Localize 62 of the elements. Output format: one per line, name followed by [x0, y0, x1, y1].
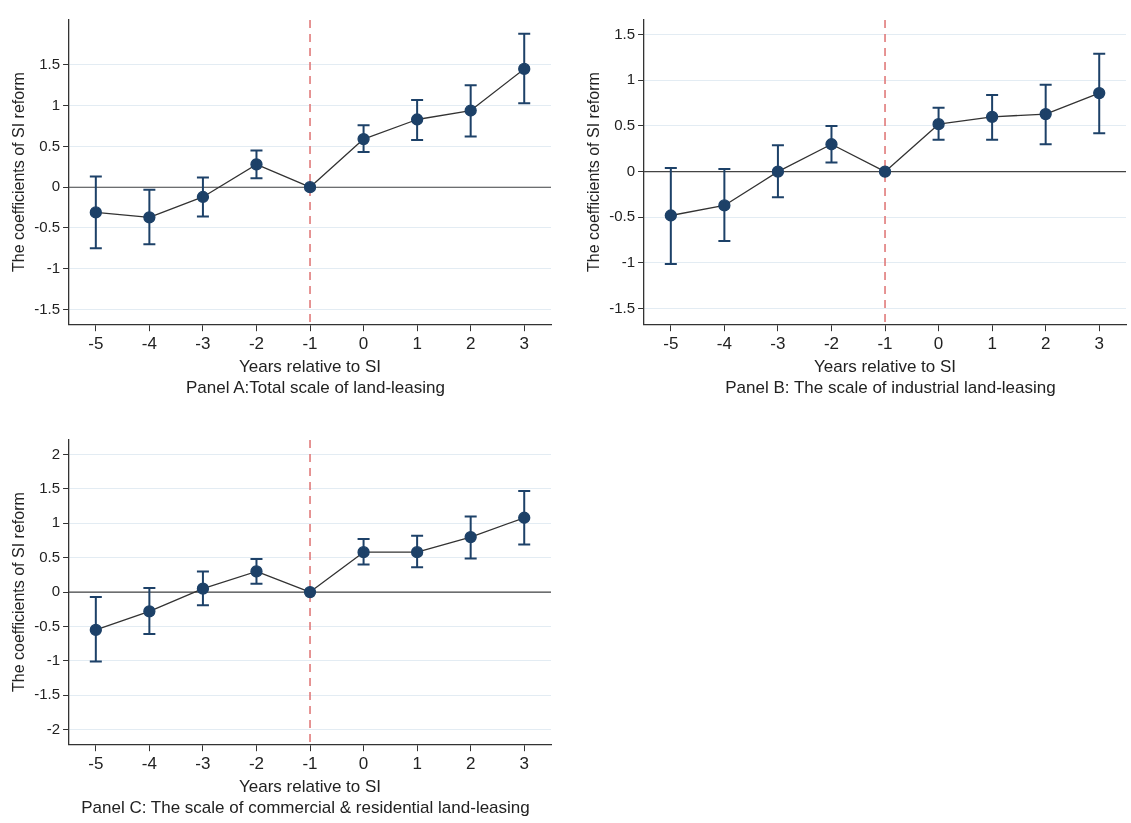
- x-tick-label: 3: [519, 754, 529, 774]
- y-tick-label: -1.5: [34, 299, 61, 317]
- y-tick-label: 1: [51, 513, 61, 531]
- text: Panel C: The scale of commercial & residential land-leasing: [80, 798, 531, 818]
- x-tick-label: -1: [302, 334, 318, 354]
- x-tick-label: 2: [465, 754, 476, 774]
- y-tick-label: 0.5: [614, 116, 636, 134]
- y-tick-label: -2: [46, 719, 61, 737]
- x-tick-label: -2: [248, 754, 265, 774]
- x-tick-label: -5: [88, 754, 104, 774]
- x-tick-label: 2: [1040, 334, 1051, 354]
- x-tick-label: 2: [465, 334, 476, 354]
- y-axis-title: The coefficients of SI reform: [10, 492, 28, 692]
- x-tick-label: 1: [412, 334, 422, 354]
- y-tick-label: 0.5: [39, 547, 61, 565]
- point: [303, 181, 317, 194]
- x-tick-label: 3: [1094, 334, 1104, 354]
- x-axis-title: Years relative to SI: [238, 777, 382, 797]
- x-tick-label: -4: [716, 334, 732, 354]
- y-tick-label: 1: [626, 70, 636, 88]
- y-tick-label: 1: [51, 95, 61, 113]
- y-tick-label: 0.5: [39, 136, 61, 154]
- x-tick-label: 0: [358, 334, 369, 354]
- y-tick-label: 1.5: [614, 24, 636, 42]
- x-tick-label: 0: [933, 334, 944, 354]
- y-tick-label: -0.5: [34, 616, 61, 634]
- y-tick-label: -1: [46, 651, 61, 669]
- y-tick-label: 0: [626, 161, 636, 179]
- y-tick-label: -1: [46, 258, 61, 276]
- y-tick-label: 1.5: [39, 55, 61, 72]
- x-tick-label: -3: [770, 334, 786, 354]
- y-tick-label: -1.5: [34, 685, 61, 703]
- x-tick-label: -4: [141, 334, 157, 354]
- x-tick-label: -2: [823, 334, 840, 354]
- point: [878, 165, 892, 178]
- x-tick-label: -4: [141, 754, 157, 774]
- x-tick-label: 0: [358, 754, 369, 774]
- y-tick-label: -1.5: [609, 298, 636, 316]
- y-tick-label: -0.5: [609, 207, 636, 225]
- y-axis-title: The coefficients of SI reform: [585, 72, 603, 272]
- x-tick-label: -5: [663, 334, 679, 354]
- y-tick-label: -0.5: [34, 218, 61, 236]
- y-tick-label: 1.5: [39, 479, 61, 497]
- y-tick-label: 2: [51, 444, 61, 462]
- y-tick-label: 0: [51, 177, 61, 195]
- x-tick-label: -3: [195, 334, 211, 354]
- text: Panel A:Total scale of land-leasing: [185, 378, 446, 398]
- x-tick-label: -3: [195, 754, 211, 774]
- x-axis-title: Years relative to SI: [238, 357, 382, 377]
- y-tick-label: 0: [51, 582, 61, 600]
- x-tick-label: -1: [877, 334, 893, 354]
- x-axis-title: Years relative to SI: [813, 357, 957, 377]
- x-tick-label: 3: [519, 334, 529, 354]
- x-tick-label: -2: [248, 334, 265, 354]
- x-tick-label: 1: [412, 754, 422, 774]
- x-tick-label: -5: [88, 334, 104, 354]
- y-tick-label: -1: [621, 253, 636, 271]
- text: Panel B: The scale of industrial land-leasing: [724, 378, 1057, 398]
- point: [303, 585, 317, 599]
- x-tick-label: -1: [302, 754, 318, 774]
- y-axis-title: The coefficients of SI reform: [10, 72, 28, 272]
- x-tick-label: 1: [987, 334, 997, 354]
